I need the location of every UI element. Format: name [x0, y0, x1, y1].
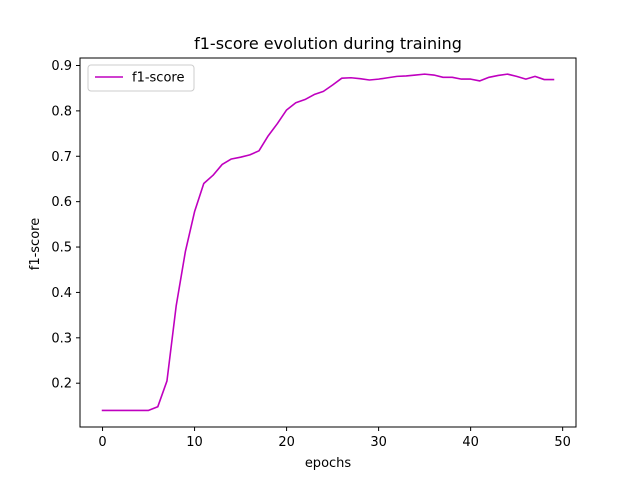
x-tick-label: 30 [370, 435, 387, 450]
axes-frame [79, 57, 577, 428]
y-axis-label: f1-score [28, 218, 43, 270]
chart-title: f1-score evolution during training [194, 34, 462, 53]
y-tick-label: 0.5 [51, 241, 72, 256]
y-tick-label: 0.6 [51, 195, 72, 210]
legend: f1-score [87, 64, 195, 92]
x-axis-label: epochs [305, 456, 352, 471]
x-tick-label: 20 [278, 435, 295, 450]
x-tick-label: 50 [554, 435, 571, 450]
y-tick-label: 0.8 [51, 104, 72, 119]
y-tick-label: 0.2 [51, 377, 72, 392]
x-tick-label: 40 [462, 435, 479, 450]
legend-label-0: f1-score [132, 71, 184, 86]
y-tick-label: 0.4 [51, 286, 72, 301]
y-tick-label: 0.9 [51, 59, 72, 74]
x-tick-label: 0 [98, 435, 106, 450]
y-tick-label: 0.7 [51, 150, 72, 165]
x-tick-label: 10 [186, 435, 203, 450]
axes: 0 10 20 30 40 50 0.2 0.3 0.4 0.5 0.6 0.7 0.8 0.9 [51, 57, 577, 450]
legend-box [87, 64, 195, 92]
y-tick-label: 0.3 [51, 331, 72, 346]
plot-area [101, 73, 555, 412]
series-line-0 [101, 73, 555, 412]
